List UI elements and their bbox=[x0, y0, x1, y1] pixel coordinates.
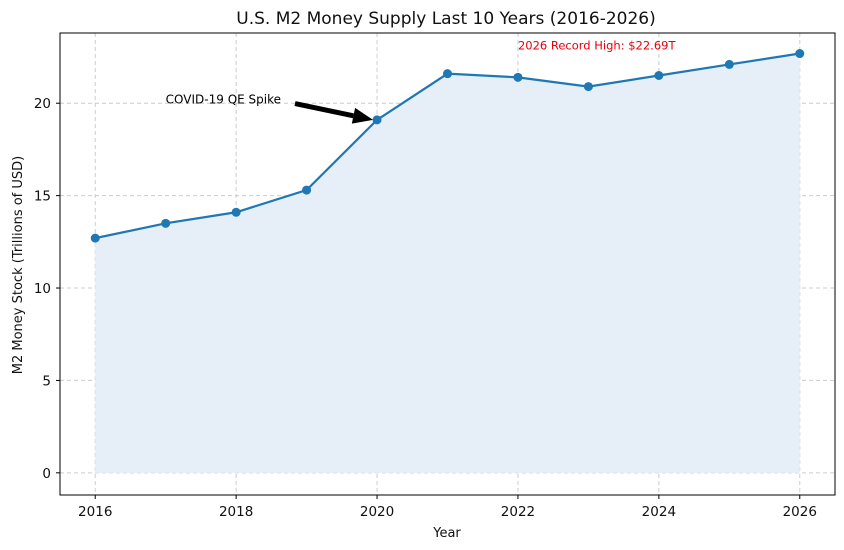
y-tick-label: 10 bbox=[34, 281, 51, 297]
y-axis: 0 5 10 15 20 bbox=[34, 96, 60, 482]
x-tick-label: 2026 bbox=[783, 504, 817, 520]
annotation-record-high: 2026 Record High: $22.69T bbox=[518, 39, 677, 53]
y-tick-label: 15 bbox=[34, 189, 51, 205]
x-tick-label: 2022 bbox=[501, 504, 535, 520]
area-fill bbox=[95, 53, 800, 473]
data-point bbox=[654, 71, 664, 81]
x-tick-label: 2024 bbox=[642, 504, 676, 520]
annotations: COVID-19 QE Spike 2026 Record High: $22.6… bbox=[166, 39, 677, 124]
data-point bbox=[513, 72, 523, 82]
series-line-group bbox=[90, 49, 805, 243]
data-point bbox=[302, 185, 312, 195]
x-tick-label: 2018 bbox=[219, 504, 253, 520]
data-point bbox=[443, 69, 452, 79]
x-axis: 2016 2018 2020 2022 2024 2026 bbox=[78, 495, 817, 520]
annotation-arrow bbox=[294, 101, 354, 119]
x-axis-label: Year bbox=[432, 526, 461, 541]
data-point bbox=[724, 59, 734, 69]
x-tick-label: 2020 bbox=[360, 504, 394, 520]
data-point bbox=[161, 218, 171, 228]
y-tick-label: 20 bbox=[34, 96, 51, 112]
data-point bbox=[795, 49, 805, 59]
annotation-arrowhead bbox=[351, 107, 374, 124]
plot-frame bbox=[59, 32, 836, 496]
data-point bbox=[90, 233, 100, 243]
y-tick-label: 0 bbox=[42, 466, 51, 482]
x-tick-label: 2016 bbox=[78, 504, 112, 520]
chart-title: U.S. M2 Money Supply Last 10 Years (2016… bbox=[236, 9, 655, 29]
annotation-covid: COVID-19 QE Spike bbox=[166, 93, 281, 107]
y-tick-label: 5 bbox=[42, 373, 51, 389]
data-point bbox=[372, 115, 382, 125]
y-axis-label: M2 Money Stock (Trillions of USD) bbox=[11, 156, 26, 374]
data-point bbox=[231, 207, 241, 217]
data-point bbox=[583, 82, 593, 92]
